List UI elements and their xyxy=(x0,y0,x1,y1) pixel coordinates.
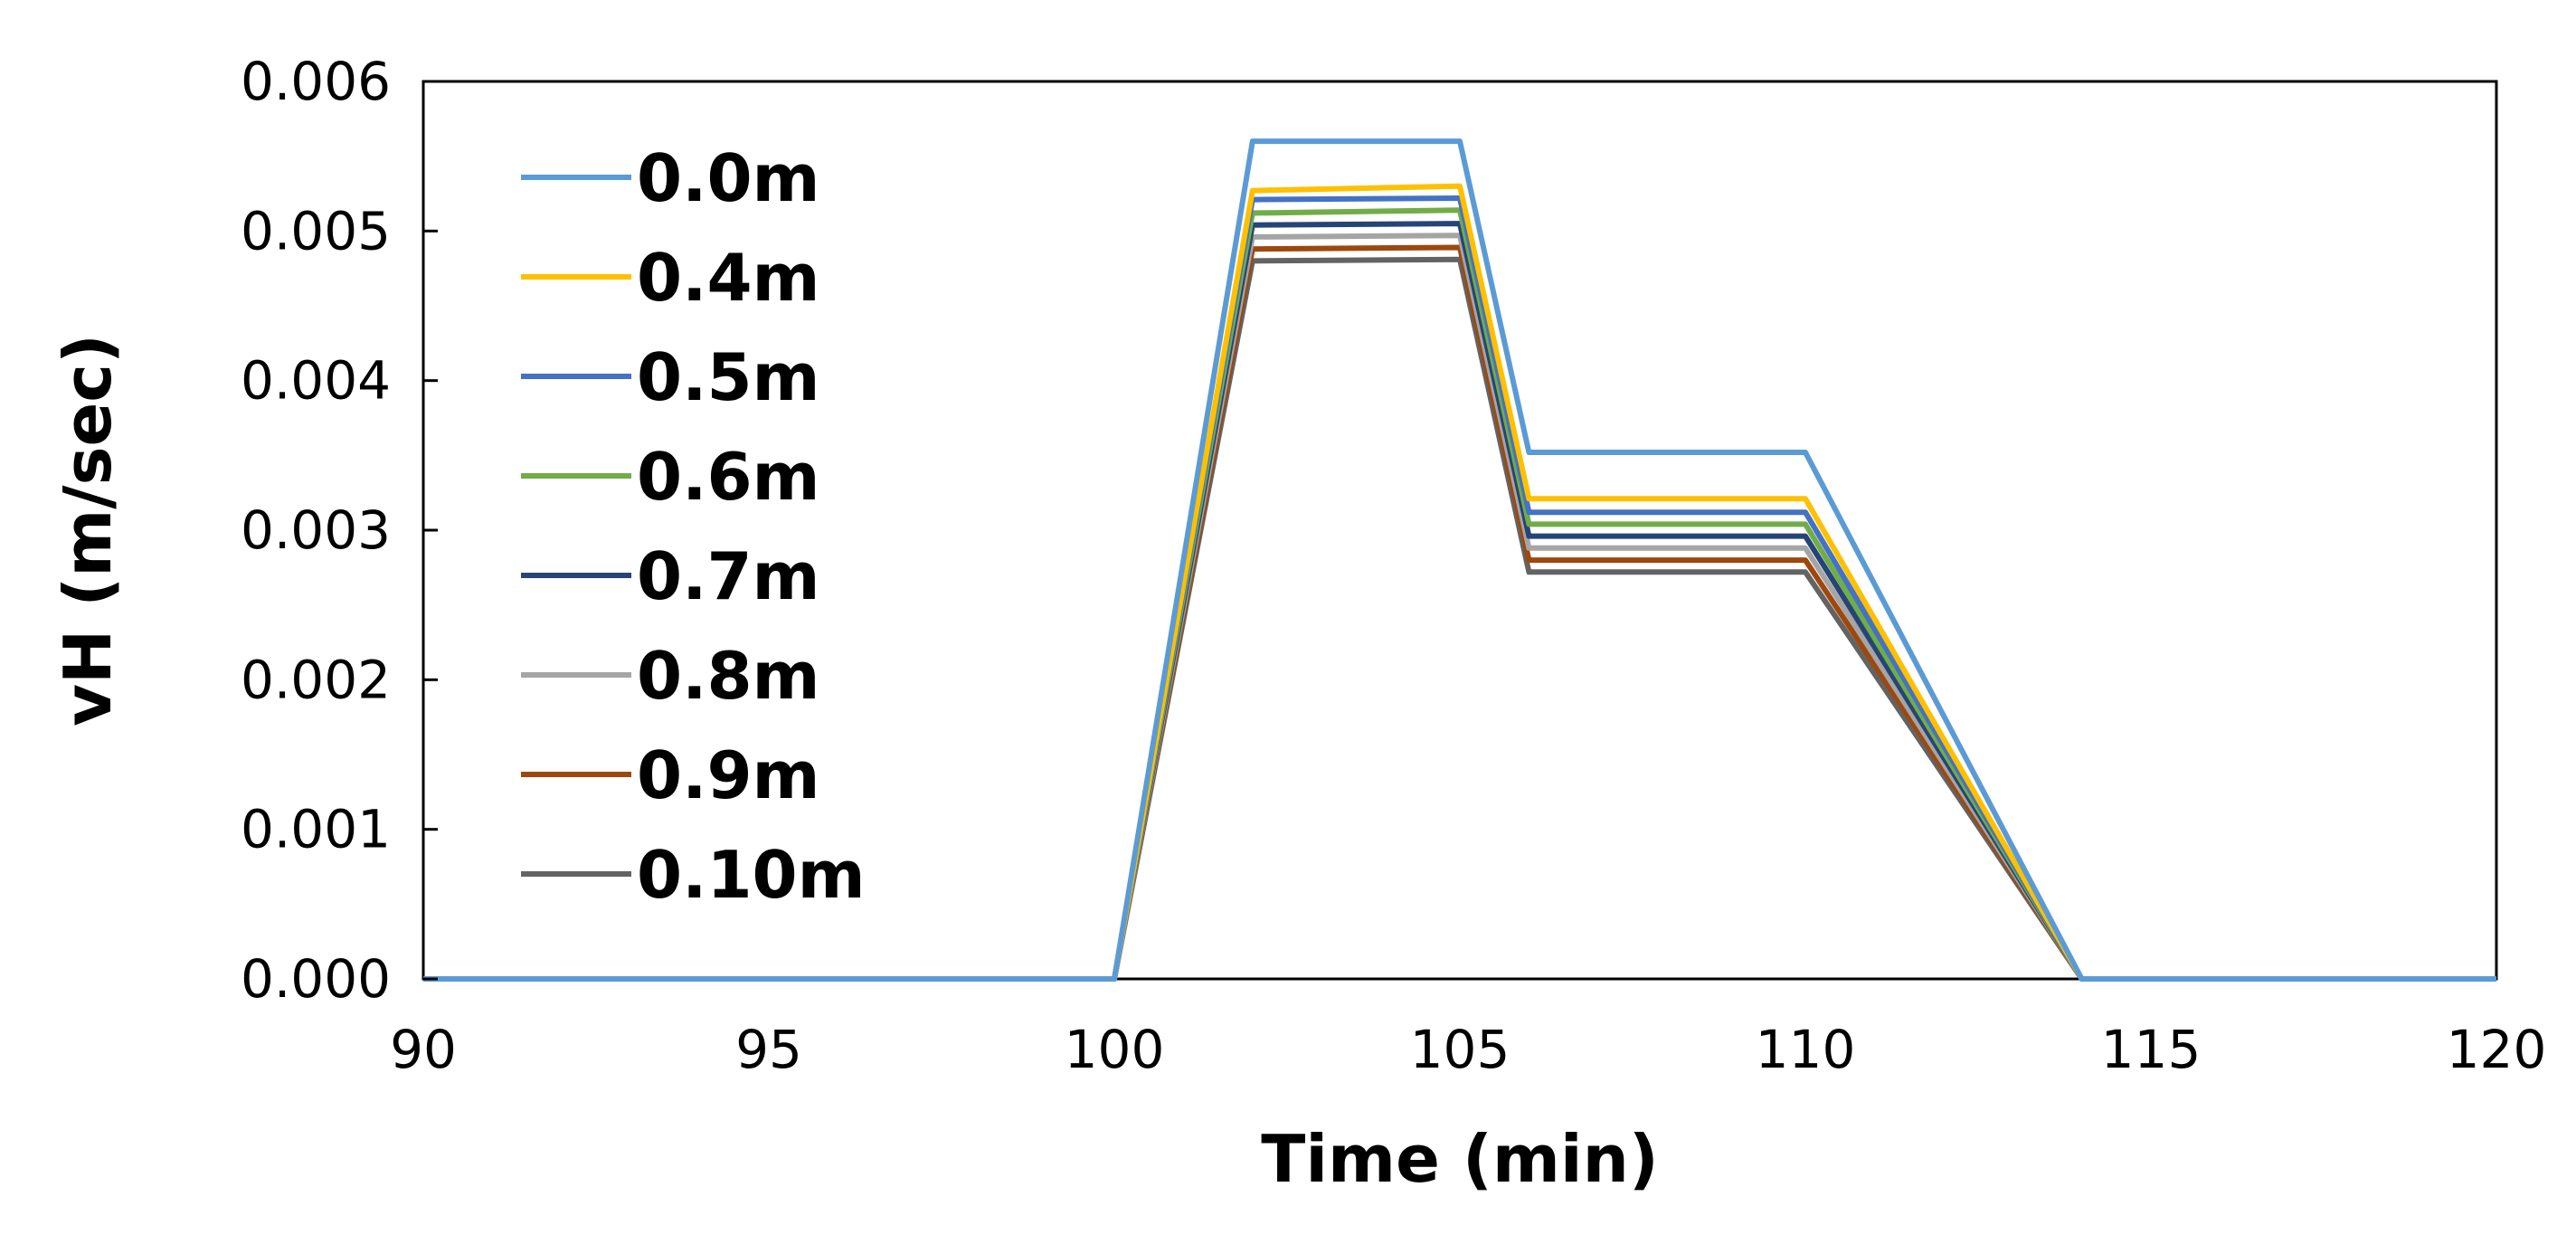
y-tick-label: 0.003 xyxy=(241,499,391,561)
y-tick-label: 0.005 xyxy=(241,200,391,261)
legend-label-0: 0.0m xyxy=(637,140,820,216)
series-line-0 xyxy=(423,138,2496,982)
legend-label-3: 0.6m xyxy=(637,439,820,515)
y-tick-label: 0.000 xyxy=(241,948,391,1010)
y-tick-label: 0.001 xyxy=(241,799,391,860)
x-tick-label: 90 xyxy=(390,1019,457,1080)
y-tick-label: 0.004 xyxy=(241,350,391,412)
series-layer xyxy=(423,138,2496,982)
x-tick-label: 95 xyxy=(735,1019,802,1080)
x-tick-label: 100 xyxy=(1065,1019,1165,1080)
x-tick-label: 110 xyxy=(1756,1019,1856,1080)
x-tick-label: 105 xyxy=(1410,1019,1511,1080)
x-axis-ticks: 90 95 100 105 110 115 120 xyxy=(390,1019,2546,1080)
y-axis-title: vH (m/sec) xyxy=(50,334,126,726)
y-tick-label: 0.006 xyxy=(241,51,391,112)
legend-label-5: 0.8m xyxy=(637,638,820,714)
x-axis-title: Time (min) xyxy=(1261,1121,1659,1197)
legend-label-7: 0.10m xyxy=(637,837,866,913)
x-tick-label: 115 xyxy=(2101,1019,2202,1080)
legend-label-1: 0.4m xyxy=(637,240,820,316)
legend-label-4: 0.7m xyxy=(637,538,820,614)
legend-label-6: 0.9m xyxy=(637,737,820,813)
x-tick-label: 120 xyxy=(2447,1019,2547,1080)
y-axis-ticks: 0.000 0.001 0.002 0.003 0.004 0.005 0.006 xyxy=(241,51,438,1010)
legend-label-2: 0.5m xyxy=(637,339,820,415)
legend: 0.0m 0.4m 0.5m 0.6m 0.7m 0.8m 0.9m 0.10m xyxy=(521,140,866,913)
y-tick-label: 0.002 xyxy=(241,649,391,710)
